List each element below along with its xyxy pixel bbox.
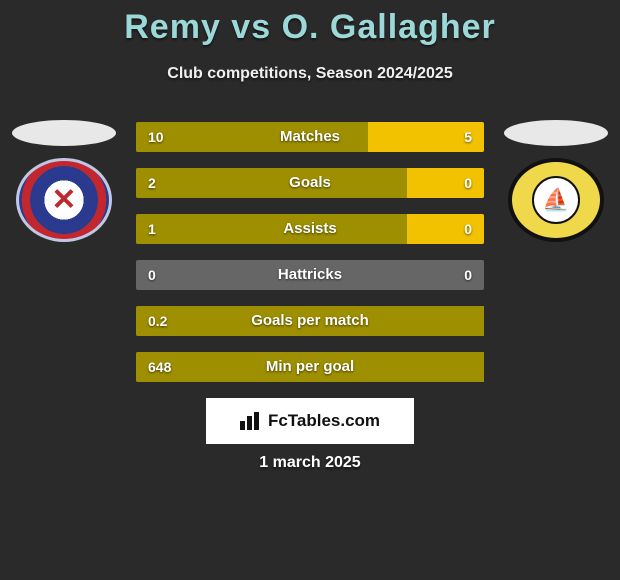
team-right-block: ⛵ <box>500 120 612 242</box>
team-right-crest-icon: ⛵ <box>508 158 604 242</box>
bar-chart-icon <box>240 412 262 430</box>
stat-row: 20Goals <box>136 168 484 198</box>
fctables-logo: FcTables.com <box>206 398 414 444</box>
page-title: Remy vs O. Gallagher <box>0 0 620 47</box>
stat-label: Min per goal <box>136 352 484 382</box>
subtitle: Club competitions, Season 2024/2025 <box>0 65 620 83</box>
stat-label: Assists <box>136 214 484 244</box>
team-left-crest-icon: ✕ <box>16 158 112 242</box>
stat-row: 105Matches <box>136 122 484 152</box>
stat-label: Goals <box>136 168 484 198</box>
player-plate-left <box>12 120 116 146</box>
stat-row: 10Assists <box>136 214 484 244</box>
stat-label: Matches <box>136 122 484 152</box>
stat-row: 0.2Goals per match <box>136 306 484 336</box>
player-plate-right <box>504 120 608 146</box>
date-label: 1 march 2025 <box>0 454 620 472</box>
team-left-block: ✕ <box>8 120 120 242</box>
stat-label: Goals per match <box>136 306 484 336</box>
stats-area: 105Matches 20Goals 10Assists 00Hattricks 0.2… <box>136 122 484 398</box>
logo-text: FcTables.com <box>268 411 380 431</box>
stat-label: Hattricks <box>136 260 484 290</box>
crest-right-glyph: ⛵ <box>532 176 580 224</box>
stat-row: 648Min per goal <box>136 352 484 382</box>
stat-row: 00Hattricks <box>136 260 484 290</box>
crest-left-glyph: ✕ <box>51 183 76 218</box>
